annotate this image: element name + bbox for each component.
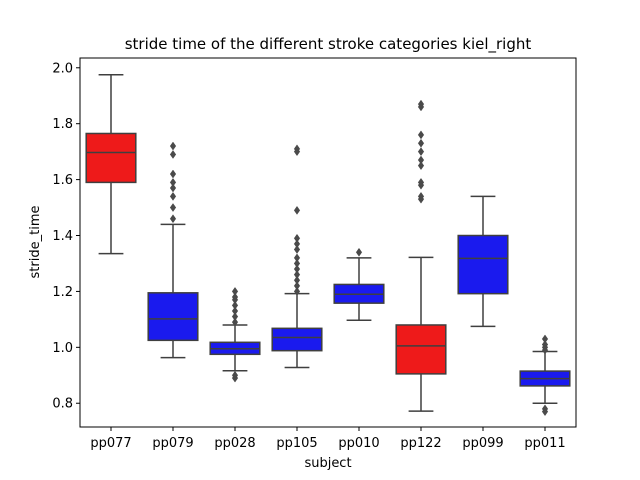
- outlier-point: [169, 150, 177, 159]
- outlier-point: [293, 270, 301, 280]
- outlier-point: [293, 205, 301, 215]
- outlier-point: [541, 334, 549, 344]
- x-tick-label-pp011: pp011: [524, 436, 565, 451]
- outlier-point: [293, 239, 301, 249]
- plot-frame: [79, 57, 577, 428]
- box-pp079: [147, 292, 199, 342]
- box-group-pp077: [85, 74, 137, 255]
- box-group-pp010: [333, 247, 385, 321]
- outlier-point: [169, 183, 177, 193]
- outlier-point: [293, 245, 301, 254]
- y-axis: 0.8 1.0 1.2 1.4 1.6 1.8 2.0: [52, 61, 80, 412]
- outlier-point: [293, 253, 301, 263]
- outlier-point: [231, 300, 239, 310]
- box-group-pp099: [457, 195, 509, 328]
- outlier-point: [417, 191, 425, 201]
- x-tick-label-pp099: pp099: [462, 436, 503, 451]
- outlier-point: [293, 144, 301, 154]
- y-tick-label: 1.8: [52, 117, 73, 132]
- outlier-point: [417, 161, 425, 171]
- box-group-pp105: [271, 144, 323, 369]
- outlier-point: [293, 259, 301, 268]
- outlier-point: [417, 130, 425, 140]
- outlier-point: [417, 99, 425, 109]
- outlier-point: [293, 286, 301, 296]
- y-tick-label: 2.0: [52, 61, 73, 76]
- box-group-pp122: [395, 99, 447, 412]
- outlier-point: [417, 155, 425, 165]
- outlier-point: [417, 147, 425, 157]
- box-group-pp011: [519, 334, 571, 417]
- box-group-pp079: [147, 141, 199, 359]
- x-axis: pp077 pp079 pp028 pp105 pp010 pp122 pp099 pp011: [90, 427, 566, 451]
- outlier-point: [169, 141, 177, 151]
- x-tick-label-pp122: pp122: [400, 436, 441, 451]
- x-tick-label-pp010: pp010: [338, 436, 379, 451]
- outlier-point: [541, 340, 549, 349]
- x-tick-label-pp077: pp077: [90, 436, 131, 451]
- outlier-point: [231, 306, 239, 316]
- outlier-point: [417, 177, 425, 187]
- chart-title: stride time of the different stroke cate…: [125, 35, 532, 54]
- outlier-point: [231, 317, 239, 327]
- outlier-point: [293, 281, 301, 291]
- outlier-point: [231, 286, 239, 296]
- y-tick-label: 1.0: [52, 341, 73, 356]
- y-tick-label: 0.8: [52, 397, 73, 412]
- outlier-point: [541, 404, 549, 414]
- y-tick-label: 1.4: [52, 229, 73, 244]
- outlier-point: [417, 138, 425, 148]
- outlier-point: [169, 191, 177, 201]
- outlier-point: [293, 233, 301, 243]
- y-tick-label: 1.6: [52, 173, 73, 188]
- x-axis-label: subject: [304, 456, 351, 471]
- outlier-point: [293, 264, 301, 274]
- outlier-point: [169, 203, 177, 212]
- outlier-point: [231, 292, 239, 302]
- outlier-point: [169, 214, 177, 224]
- outlier-point: [293, 275, 301, 285]
- x-tick-label-pp028: pp028: [214, 436, 255, 451]
- box-group-pp028: [209, 286, 261, 383]
- outlier-point: [231, 312, 239, 322]
- x-tick-label-pp105: pp105: [276, 436, 317, 451]
- outlier-point: [169, 169, 177, 179]
- outlier-point: [169, 177, 177, 187]
- boxes-layer: [85, 74, 571, 417]
- y-axis-label: stride_time: [28, 206, 43, 279]
- box-pp122: [395, 324, 447, 375]
- box-pp077: [85, 132, 137, 184]
- outlier-point: [355, 247, 363, 257]
- outlier-point: [231, 370, 239, 380]
- box-pp099: [457, 234, 509, 295]
- y-tick-label: 1.2: [52, 285, 73, 300]
- box-pp105: [271, 327, 323, 352]
- x-tick-label-pp079: pp079: [152, 436, 193, 451]
